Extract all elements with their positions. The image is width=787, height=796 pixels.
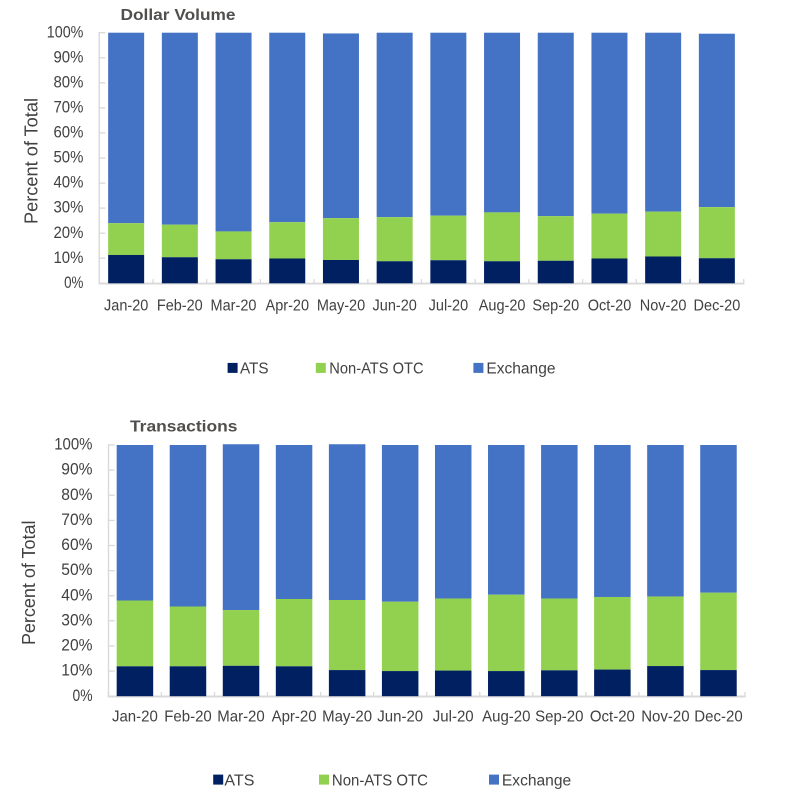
svg-text:30%: 30% <box>54 199 84 217</box>
svg-text:Oct-20: Oct-20 <box>588 298 632 315</box>
svg-text:Exchange: Exchange <box>486 361 555 378</box>
svg-text:10%: 10% <box>54 249 84 267</box>
svg-text:Sep-20: Sep-20 <box>532 298 579 315</box>
svg-text:80%: 80% <box>61 485 92 504</box>
svg-text:Feb-20: Feb-20 <box>157 298 203 315</box>
svg-text:Feb-20: Feb-20 <box>164 709 212 726</box>
svg-text:Dec-20: Dec-20 <box>694 709 743 726</box>
svg-text:Jun-20: Jun-20 <box>373 298 417 315</box>
svg-text:Exchange: Exchange <box>502 773 571 790</box>
svg-text:40%: 40% <box>54 174 84 192</box>
svg-text:Aug-20: Aug-20 <box>479 298 526 315</box>
svg-text:Aug-20: Aug-20 <box>482 709 531 726</box>
svg-text:Jun-20: Jun-20 <box>377 709 423 726</box>
svg-text:Jan-20: Jan-20 <box>112 709 158 726</box>
svg-text:Apr-20: Apr-20 <box>266 298 310 315</box>
svg-text:60%: 60% <box>61 535 92 554</box>
svg-text:Dollar Volume: Dollar Volume <box>121 7 236 24</box>
svg-text:ATS: ATS <box>240 361 269 378</box>
svg-text:40%: 40% <box>61 585 92 604</box>
svg-text:Dec-20: Dec-20 <box>694 298 741 315</box>
svg-text:Nov-20: Nov-20 <box>640 298 687 315</box>
svg-text:May-20: May-20 <box>322 709 372 726</box>
svg-text:20%: 20% <box>61 636 92 655</box>
svg-text:70%: 70% <box>54 99 84 117</box>
svg-text:30%: 30% <box>61 610 92 629</box>
svg-text:0%: 0% <box>73 686 93 705</box>
svg-text:100%: 100% <box>47 23 84 41</box>
svg-text:Oct-20: Oct-20 <box>590 709 635 726</box>
svg-text:Nov-20: Nov-20 <box>641 709 690 726</box>
svg-text:100%: 100% <box>54 435 93 454</box>
svg-text:50%: 50% <box>54 149 84 167</box>
svg-text:Non-ATS OTC: Non-ATS OTC <box>332 773 428 790</box>
svg-text:ATS: ATS <box>224 773 254 790</box>
svg-text:60%: 60% <box>54 124 84 142</box>
svg-text:20%: 20% <box>54 224 84 242</box>
svg-text:Transactions: Transactions <box>130 419 238 436</box>
svg-text:Jul-20: Jul-20 <box>433 709 474 726</box>
svg-text:0%: 0% <box>64 274 83 292</box>
svg-text:70%: 70% <box>61 510 92 529</box>
svg-text:Mar-20: Mar-20 <box>211 298 257 315</box>
svg-text:Percent of Total: Percent of Total <box>18 521 39 646</box>
svg-text:Jan-20: Jan-20 <box>104 298 148 315</box>
svg-text:90%: 90% <box>61 460 92 479</box>
svg-text:10%: 10% <box>61 661 92 680</box>
svg-text:Non-ATS OTC: Non-ATS OTC <box>329 361 423 378</box>
svg-text:80%: 80% <box>54 73 84 91</box>
svg-text:Sep-20: Sep-20 <box>535 709 584 726</box>
svg-text:50%: 50% <box>61 560 92 579</box>
svg-text:90%: 90% <box>54 48 84 66</box>
svg-text:Mar-20: Mar-20 <box>217 709 265 726</box>
svg-text:Apr-20: Apr-20 <box>272 709 317 726</box>
svg-text:Jul-20: Jul-20 <box>429 298 469 315</box>
svg-text:Percent of Total: Percent of Total <box>21 98 42 224</box>
svg-text:May-20: May-20 <box>317 298 365 315</box>
